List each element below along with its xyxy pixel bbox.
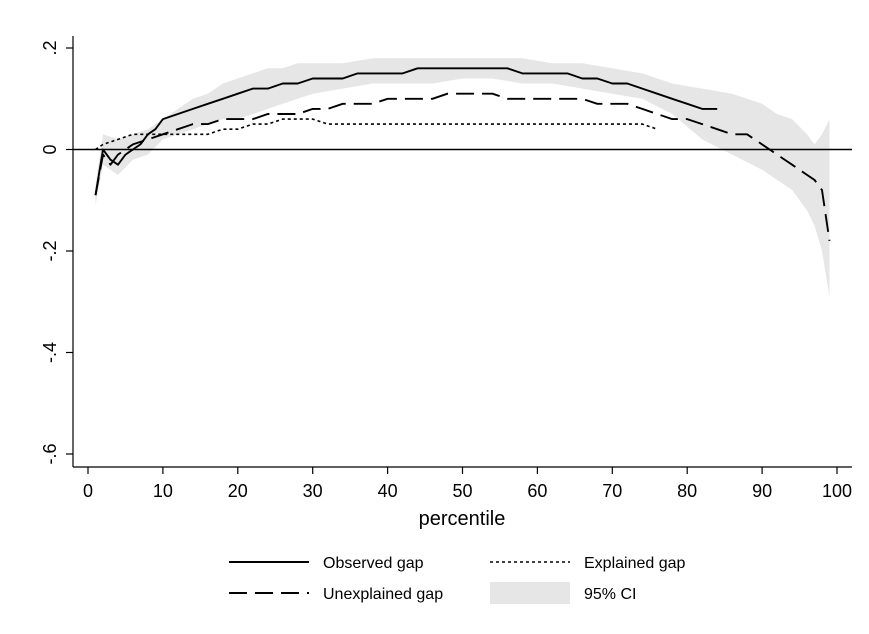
y-ticks: -.6 -.4 -.2 0 .2 (40, 40, 73, 465)
x-tick-label: 100 (822, 481, 852, 501)
y-tick-label: -.2 (40, 240, 60, 261)
y-tick-label: .2 (40, 40, 60, 55)
x-tick-label: 10 (153, 481, 173, 501)
legend-label-unexplained: Unexplained gap (323, 586, 443, 603)
x-tick-label: 70 (602, 481, 622, 501)
x-tick-label: 80 (677, 481, 697, 501)
y-tick-label: 0 (40, 144, 60, 154)
x-tick-label: 0 (83, 481, 93, 501)
series-line-explained-gap (95, 118, 658, 151)
x-axis-label: percentile (419, 508, 506, 530)
legend-label-explained: Explained gap (584, 555, 686, 572)
legend-label-ci: 95% CI (584, 586, 636, 603)
series-line-unexplained-gap (94, 92, 831, 242)
x-tick-label: 40 (378, 481, 398, 501)
x-tick-label: 90 (752, 481, 772, 501)
legend: Observed gap Explained gap Unexplained g… (229, 555, 686, 604)
y-tick-label: -.4 (40, 342, 60, 363)
x-tick-label: 50 (452, 481, 472, 501)
x-tick-label: 60 (527, 481, 547, 501)
legend-swatch-ci (490, 582, 570, 604)
x-tick-label: 30 (303, 481, 323, 501)
x-ticks: 0 10 20 30 40 50 60 70 80 90 100 (83, 467, 852, 501)
plot-area (73, 58, 852, 297)
x-tick-label: 20 (228, 481, 248, 501)
series-line-observed-gap (94, 67, 718, 196)
legend-label-observed: Observed gap (323, 555, 424, 572)
y-tick-label: -.6 (40, 443, 60, 464)
